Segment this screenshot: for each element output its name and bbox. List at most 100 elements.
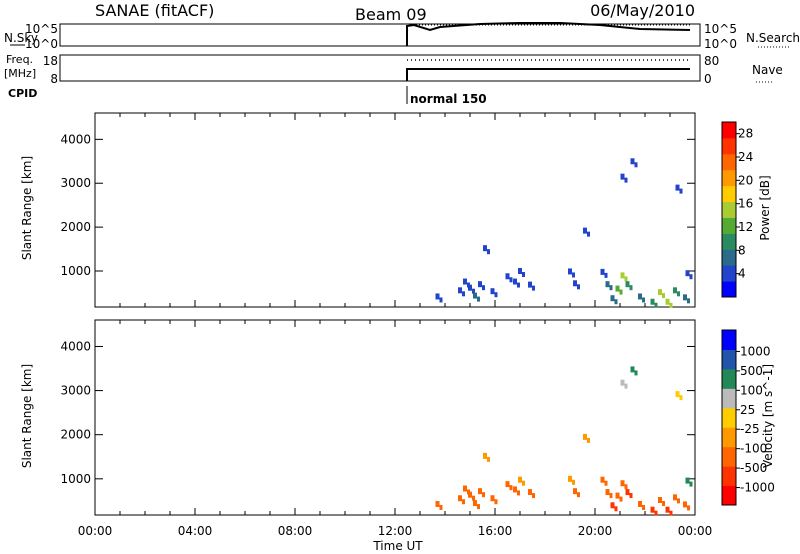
time-tick-label: 20:00	[578, 524, 613, 538]
nsearch-tick-top: 10^5	[704, 22, 737, 36]
power-point	[483, 245, 487, 252]
velocity-point	[609, 493, 613, 499]
velocity-point	[472, 495, 475, 501]
velocity-point	[458, 495, 462, 502]
time-tick-label: 04:00	[178, 524, 213, 538]
velocity-point	[517, 490, 520, 496]
velocity-point	[463, 485, 467, 492]
power-colorbar-swatch	[722, 169, 736, 187]
power-point	[625, 281, 630, 288]
power-point	[490, 288, 495, 295]
velocity-point	[615, 492, 620, 499]
velocity-point	[487, 456, 490, 462]
power-point	[673, 287, 677, 294]
nave-tick-bottom: 0	[704, 72, 712, 86]
velocity-point	[577, 492, 580, 498]
power-colorbar-tick-label: 16	[738, 197, 753, 211]
power-colorbar-swatch	[722, 249, 736, 266]
power-colorbar-swatch	[722, 265, 736, 282]
date-title: 06/May/2010	[590, 1, 695, 20]
power-colorbar-frame	[721, 121, 737, 298]
time-axis: 00:00 04:00 08:00 12:00 16:00 20:00 00:00	[78, 524, 713, 538]
velocity-point	[677, 498, 680, 504]
nsky-tick-bottom: 10^0	[25, 37, 58, 51]
cpid-row: CPID normal 150	[8, 86, 487, 106]
power-point	[654, 302, 658, 308]
power-colorbar-swatch	[722, 201, 736, 218]
freq-unit-label: [MHz]	[4, 67, 36, 80]
power-point	[679, 188, 683, 194]
velocity-point	[658, 497, 662, 503]
power-point	[685, 270, 690, 277]
velocity-panel: 1000 2000 3000 4000 Slant Range [km] 1000 50…	[20, 319, 775, 516]
power-point	[624, 177, 628, 183]
velocity-colorbar-swatch	[722, 427, 736, 448]
velocity-colorbar-swatch	[722, 330, 736, 350]
velocity-point	[689, 481, 693, 487]
freq-trace	[406, 68, 690, 81]
time-axis-label: Time UT	[372, 539, 423, 553]
power-point	[439, 297, 443, 303]
power-points	[435, 158, 693, 308]
power-colorbar-swatch	[722, 233, 736, 250]
velocity-point	[587, 437, 590, 443]
power-point	[463, 278, 467, 285]
power-frame	[94, 112, 696, 308]
velocity-point	[518, 476, 522, 483]
power-colorbar-swatch	[722, 122, 736, 139]
station-title: SANAE (fitACF)	[95, 1, 214, 20]
velocity-point	[620, 379, 625, 386]
power-point	[620, 272, 625, 279]
velocity-colorbar-tick-label: -1000	[740, 481, 775, 495]
velocity-point	[638, 500, 642, 507]
power-point	[620, 173, 625, 180]
velocity-colorbar-tick-label: -100	[740, 442, 767, 456]
power-colorbar-swatch	[722, 137, 736, 155]
nsky-tick-top: 10^5	[25, 22, 58, 36]
power-point	[677, 291, 680, 297]
nsky-frame	[59, 23, 701, 47]
power-point	[573, 280, 577, 287]
velocity-point	[509, 485, 513, 491]
freq-label: Freq.	[6, 53, 33, 66]
power-colorbar-swatch	[722, 281, 736, 298]
velocity-point	[624, 484, 628, 490]
time-tick-label: 12:00	[378, 524, 413, 538]
velocity-point	[654, 510, 658, 516]
power-point	[683, 294, 687, 301]
velocity-point	[528, 489, 532, 496]
velocity-point	[629, 493, 633, 499]
velocity-colorbar-swatch	[722, 368, 736, 389]
velocity-colorbar-swatch	[722, 485, 736, 506]
nsky-trace	[406, 22, 691, 46]
power-point	[610, 295, 615, 302]
velocity-point	[468, 491, 472, 498]
power-point	[609, 285, 613, 291]
power-colorbar-tick-label: 24	[738, 150, 753, 164]
power-colorbar-tick-label: 12	[738, 220, 753, 234]
power-colorbar-swatch	[722, 185, 736, 203]
velocity-point	[669, 510, 673, 516]
velocity-ylabel: Slant Range [km]	[20, 364, 34, 468]
velocity-colorbar-swatch	[722, 466, 736, 487]
velocity-point	[610, 502, 615, 509]
power-colorbar-tick-label: 4	[738, 267, 746, 281]
time-tick-label: 16:00	[478, 524, 513, 538]
power-point	[687, 298, 690, 304]
cpid-label: CPID	[8, 87, 37, 100]
velocity-points	[435, 366, 693, 516]
nsky-label: N.Sky	[4, 31, 38, 45]
power-point	[669, 302, 673, 308]
nave-label: Nave	[752, 63, 783, 77]
power-point	[650, 298, 655, 305]
power-point	[435, 293, 440, 300]
power-colorbar-swatch	[722, 153, 736, 171]
beam-title: Beam 09	[355, 5, 427, 24]
power-point	[462, 291, 465, 297]
power-ytick-label: 4000	[60, 132, 91, 146]
power-point	[478, 281, 482, 288]
power-point	[517, 282, 520, 288]
power-point	[689, 274, 693, 280]
velocity-point	[572, 479, 575, 485]
power-point	[619, 289, 623, 295]
